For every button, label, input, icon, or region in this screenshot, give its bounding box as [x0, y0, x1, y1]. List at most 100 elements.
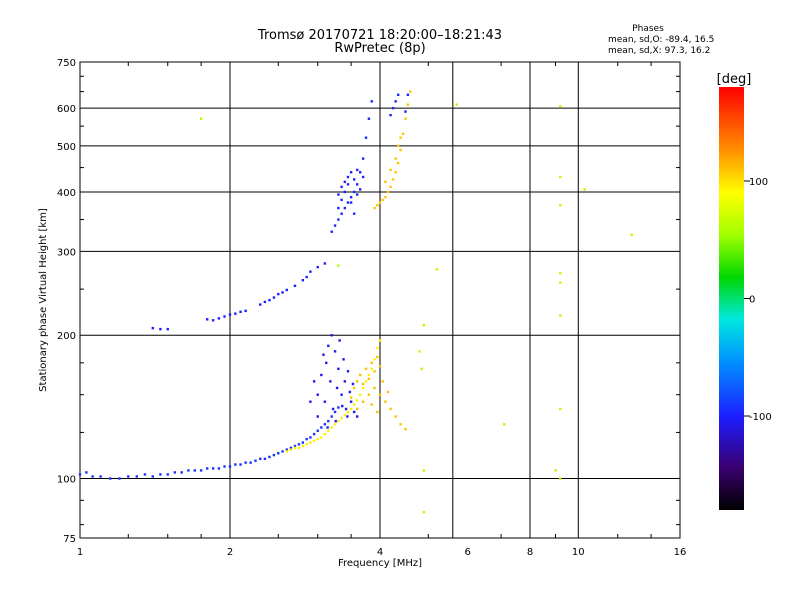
data-point — [268, 455, 271, 459]
data-point — [109, 477, 112, 480]
x-axis-label: Frequency [MHz] — [338, 558, 422, 569]
data-point — [268, 298, 271, 302]
data-point — [355, 407, 359, 411]
data-point — [559, 281, 562, 284]
data-point — [352, 403, 356, 406]
x-tick-label: 10 — [572, 547, 585, 558]
data-point — [348, 390, 352, 394]
data-point — [346, 201, 350, 204]
y-tick-label: 600 — [57, 104, 76, 115]
data-point — [386, 190, 390, 194]
data-point — [344, 407, 348, 411]
data-point — [370, 361, 373, 365]
colorbar-label: [deg] — [717, 72, 752, 87]
data-point — [630, 233, 633, 237]
data-point — [351, 382, 355, 386]
data-point — [340, 393, 343, 396]
data-point — [312, 380, 316, 383]
data-point — [364, 367, 368, 371]
data-point — [346, 370, 350, 373]
data-point — [316, 265, 319, 269]
data-points — [78, 90, 633, 514]
data-point — [370, 403, 373, 406]
data-point — [559, 477, 562, 480]
data-point — [343, 413, 347, 417]
data-point — [396, 93, 400, 96]
data-point — [389, 113, 392, 117]
data-point — [378, 393, 382, 396]
data-point — [338, 339, 341, 342]
data-point — [384, 195, 387, 199]
data-point — [361, 157, 365, 160]
data-point — [346, 183, 350, 186]
colorbar-ticks: 100 0 -100 — [744, 177, 772, 423]
data-point — [355, 183, 359, 186]
data-point — [404, 427, 407, 431]
data-point — [323, 423, 327, 426]
data-point — [386, 390, 390, 394]
data-point — [389, 185, 392, 189]
data-point — [263, 300, 267, 304]
data-point — [331, 407, 335, 411]
data-point — [340, 198, 343, 202]
data-point — [244, 309, 247, 313]
colorbar-tick-label: 0 — [749, 295, 755, 306]
colorbar-tick-label: 100 — [749, 177, 768, 188]
data-point — [234, 463, 237, 466]
data-point — [378, 365, 382, 368]
data-point — [343, 380, 347, 383]
data-point — [91, 475, 94, 478]
data-point — [373, 370, 376, 373]
data-point — [349, 195, 353, 199]
data-point — [358, 373, 362, 377]
data-point — [301, 279, 305, 282]
data-point — [364, 380, 368, 383]
data-point — [320, 436, 323, 439]
data-point — [381, 380, 384, 383]
data-point — [272, 296, 276, 299]
data-point — [166, 327, 169, 331]
data-point — [343, 190, 347, 194]
phases-x-mode-stats: mean, sd,X: 97.3, 16.2 — [608, 46, 710, 56]
data-point — [228, 313, 232, 316]
data-point — [422, 510, 426, 514]
data-point — [151, 475, 155, 478]
data-point — [285, 448, 288, 451]
grid-lines — [79, 61, 681, 539]
data-point — [297, 446, 301, 450]
data-point — [420, 367, 423, 371]
data-point — [559, 175, 562, 179]
data-point — [559, 314, 562, 317]
data-point — [367, 373, 371, 377]
data-point — [373, 206, 376, 210]
data-point — [352, 212, 356, 215]
data-point — [361, 175, 365, 179]
data-point — [211, 319, 215, 322]
data-point — [333, 224, 337, 227]
data-point — [239, 310, 242, 314]
data-point — [406, 93, 410, 96]
data-point — [277, 452, 280, 455]
data-point — [135, 475, 138, 478]
colorbar — [719, 87, 744, 510]
data-point — [396, 144, 400, 148]
data-point — [349, 201, 353, 204]
data-point — [330, 415, 333, 418]
data-point — [211, 467, 215, 470]
data-point — [352, 410, 356, 414]
data-point — [355, 399, 359, 402]
data-point — [323, 400, 327, 403]
data-point — [373, 386, 376, 390]
data-point — [223, 465, 226, 468]
data-point — [391, 106, 395, 110]
data-point — [249, 461, 252, 464]
data-point — [389, 407, 392, 411]
data-point — [187, 469, 190, 472]
data-point — [217, 467, 221, 470]
data-point — [85, 471, 88, 474]
data-point — [166, 473, 169, 476]
data-point — [373, 358, 376, 361]
data-point — [193, 469, 197, 472]
data-point — [554, 469, 557, 472]
data-point — [394, 157, 397, 160]
